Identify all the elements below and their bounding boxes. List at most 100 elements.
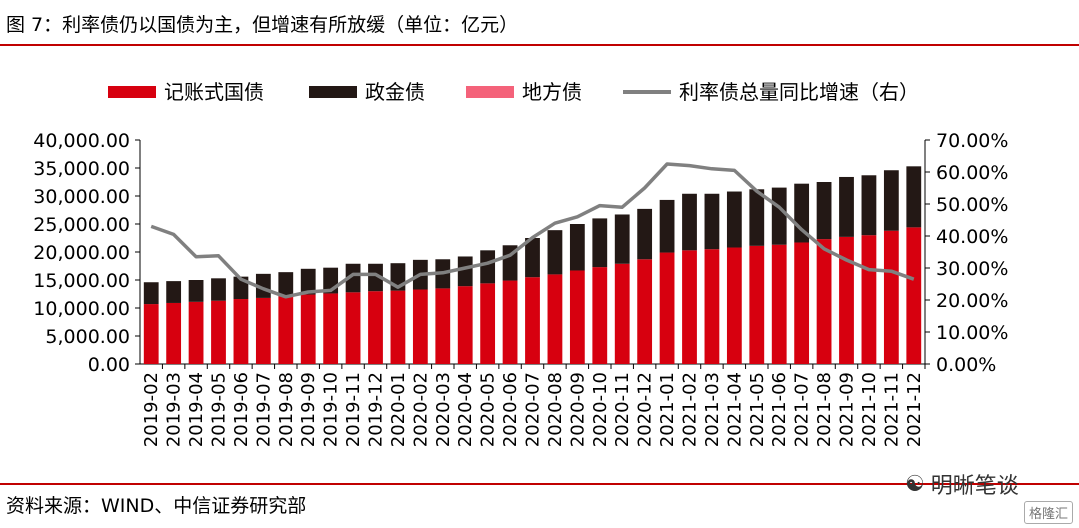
bar-national-debt bbox=[323, 293, 339, 364]
bar-policy-bank-debt bbox=[345, 263, 361, 293]
legend-swatch-policy-bank-debt bbox=[309, 86, 357, 98]
y-right-tick-label: 70.00% bbox=[936, 130, 1008, 152]
bar-national-debt bbox=[143, 304, 159, 364]
bar-national-debt bbox=[906, 227, 922, 364]
source-note: 资料来源：WIND、中信证券研究部 bbox=[6, 495, 307, 517]
bar-national-debt bbox=[457, 286, 473, 364]
bar-policy-bank-debt bbox=[704, 193, 720, 250]
growth-line-path bbox=[150, 162, 915, 299]
legend-label-local-gov-debt: 地方债 bbox=[522, 80, 582, 104]
x-tick-label: 2021-11 bbox=[881, 372, 902, 447]
bar-policy-bank-debt bbox=[457, 256, 473, 287]
bar-policy-bank-debt bbox=[659, 199, 675, 253]
x-tick-label: 2020-11 bbox=[612, 372, 633, 447]
y-right-tick-label: 10.00% bbox=[936, 322, 1008, 344]
bar-national-debt bbox=[435, 288, 451, 364]
bar-policy-bank-debt bbox=[861, 175, 877, 236]
bar-national-debt bbox=[502, 280, 518, 364]
x-tick-label: 2021-06 bbox=[769, 372, 790, 447]
bar-national-debt bbox=[300, 294, 316, 364]
x-tick-label: 2021-08 bbox=[814, 372, 835, 447]
footer-divider bbox=[0, 483, 1079, 485]
x-tick-label: 2019-10 bbox=[321, 372, 342, 447]
legend-label-national-debt: 记账式国债 bbox=[164, 80, 264, 104]
x-tick-label: 2019-06 bbox=[231, 372, 252, 447]
bar-national-debt bbox=[188, 301, 204, 364]
y-left-tick-label: 30,000.00 bbox=[33, 186, 130, 208]
bar-policy-bank-debt bbox=[883, 170, 899, 231]
bar-national-debt bbox=[412, 289, 428, 364]
watermark-logo: 格隆汇 bbox=[1023, 501, 1073, 524]
bar-policy-bank-debt bbox=[749, 189, 765, 246]
bar-policy-bank-debt bbox=[211, 278, 226, 301]
bar-national-debt bbox=[861, 235, 877, 364]
bar-national-debt bbox=[839, 236, 854, 364]
bar-policy-bank-debt bbox=[592, 218, 608, 268]
bar-national-debt bbox=[278, 296, 294, 364]
bar-policy-bank-debt bbox=[682, 193, 697, 251]
bar-policy-bank-debt bbox=[569, 224, 585, 271]
bar-national-debt bbox=[390, 290, 406, 364]
bar-policy-bank-debt bbox=[771, 187, 787, 245]
bar-policy-bank-debt bbox=[839, 176, 854, 237]
x-tick-label: 2019-02 bbox=[141, 372, 162, 447]
x-tick-label: 2020-04 bbox=[455, 372, 476, 447]
y-right-tick-label: 60.00% bbox=[936, 162, 1008, 184]
bar-national-debt bbox=[794, 242, 810, 364]
x-tick-label: 2021-05 bbox=[747, 372, 768, 447]
y-left-tick-label: 35,000.00 bbox=[33, 158, 130, 180]
x-tick-label: 2021-12 bbox=[904, 372, 925, 447]
y-left-tick-label: 25,000.00 bbox=[33, 214, 130, 236]
bar-national-debt bbox=[233, 299, 249, 364]
growth-line bbox=[150, 162, 915, 299]
bar-national-debt bbox=[592, 267, 608, 364]
x-tick-label: 2019-05 bbox=[209, 372, 230, 447]
bar-national-debt bbox=[704, 249, 720, 364]
watermark-account: ☯ 明晰笔谈 bbox=[905, 468, 1019, 500]
x-tick-label: 2021-03 bbox=[702, 372, 723, 447]
x-tick-label: 2021-10 bbox=[859, 372, 880, 447]
x-tick-label: 2020-06 bbox=[500, 372, 521, 447]
x-tick-label: 2020-02 bbox=[410, 372, 431, 447]
bar-national-debt bbox=[637, 259, 653, 364]
y-left-tick-label: 20,000.00 bbox=[33, 242, 130, 264]
bar-policy-bank-debt bbox=[614, 214, 630, 264]
x-tick-label: 2019-07 bbox=[253, 372, 274, 447]
y-left-tick-label: 15,000.00 bbox=[33, 270, 130, 292]
bar-national-debt bbox=[726, 247, 742, 364]
x-tick-label: 2020-12 bbox=[635, 372, 656, 447]
legend-swatch-local-gov-debt bbox=[466, 86, 514, 98]
bar-national-debt bbox=[345, 292, 361, 364]
bar-policy-bank-debt bbox=[278, 272, 294, 297]
legend-label-growth-line: 利率债总量同比增速（右） bbox=[679, 80, 919, 104]
x-tick-label: 2019-09 bbox=[298, 372, 319, 447]
bar-national-debt bbox=[211, 300, 226, 364]
bar-national-debt bbox=[659, 252, 675, 364]
y-left-tick-label: 5,000.00 bbox=[45, 326, 130, 348]
bar-national-debt bbox=[255, 297, 271, 364]
bar-policy-bank-debt bbox=[166, 281, 182, 303]
bar-policy-bank-debt bbox=[300, 268, 316, 295]
bar-policy-bank-debt bbox=[480, 250, 496, 284]
bar-national-debt bbox=[368, 291, 383, 364]
bar-policy-bank-debt bbox=[637, 208, 653, 260]
watermark-account-name: 明晰笔谈 bbox=[930, 474, 1019, 499]
x-tick-label: 2021-09 bbox=[837, 372, 858, 447]
y-right-tick-label: 30.00% bbox=[936, 258, 1008, 280]
x-tick-label: 2019-08 bbox=[276, 372, 297, 447]
bar-policy-bank-debt bbox=[143, 282, 159, 305]
x-tick-label: 2021-01 bbox=[657, 372, 678, 447]
figure-title: 图 7：利率债仍以国债为主，但增速有所放缓（单位：亿元） bbox=[6, 14, 519, 36]
x-tick-label: 2019-12 bbox=[366, 372, 387, 447]
bar-policy-bank-debt bbox=[547, 230, 563, 275]
tick-labels: 0.00 5,000.00 10,000.00 15,000.00 20,000.00 2… bbox=[33, 130, 1008, 447]
x-tick-label: 2020-07 bbox=[523, 372, 544, 447]
bar-policy-bank-debt bbox=[188, 280, 204, 302]
bar-national-debt bbox=[682, 250, 697, 364]
bar-national-debt bbox=[547, 274, 563, 364]
x-tick-label: 2019-11 bbox=[343, 372, 364, 447]
legend-swatch-national-debt bbox=[108, 86, 156, 98]
y-right-tick-label: 20.00% bbox=[936, 290, 1008, 312]
bar-policy-bank-debt bbox=[525, 238, 540, 278]
y-right-tick-label: 50.00% bbox=[936, 194, 1008, 216]
